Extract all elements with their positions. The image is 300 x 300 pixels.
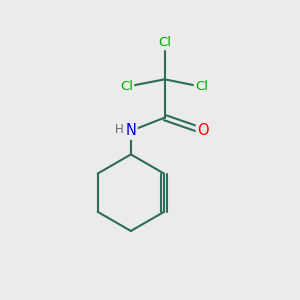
- Text: Cl: Cl: [158, 36, 171, 49]
- Text: N: N: [125, 123, 136, 138]
- Text: Cl: Cl: [120, 80, 133, 93]
- Text: H: H: [115, 123, 124, 136]
- Text: Cl: Cl: [195, 80, 208, 93]
- Text: O: O: [197, 123, 209, 138]
